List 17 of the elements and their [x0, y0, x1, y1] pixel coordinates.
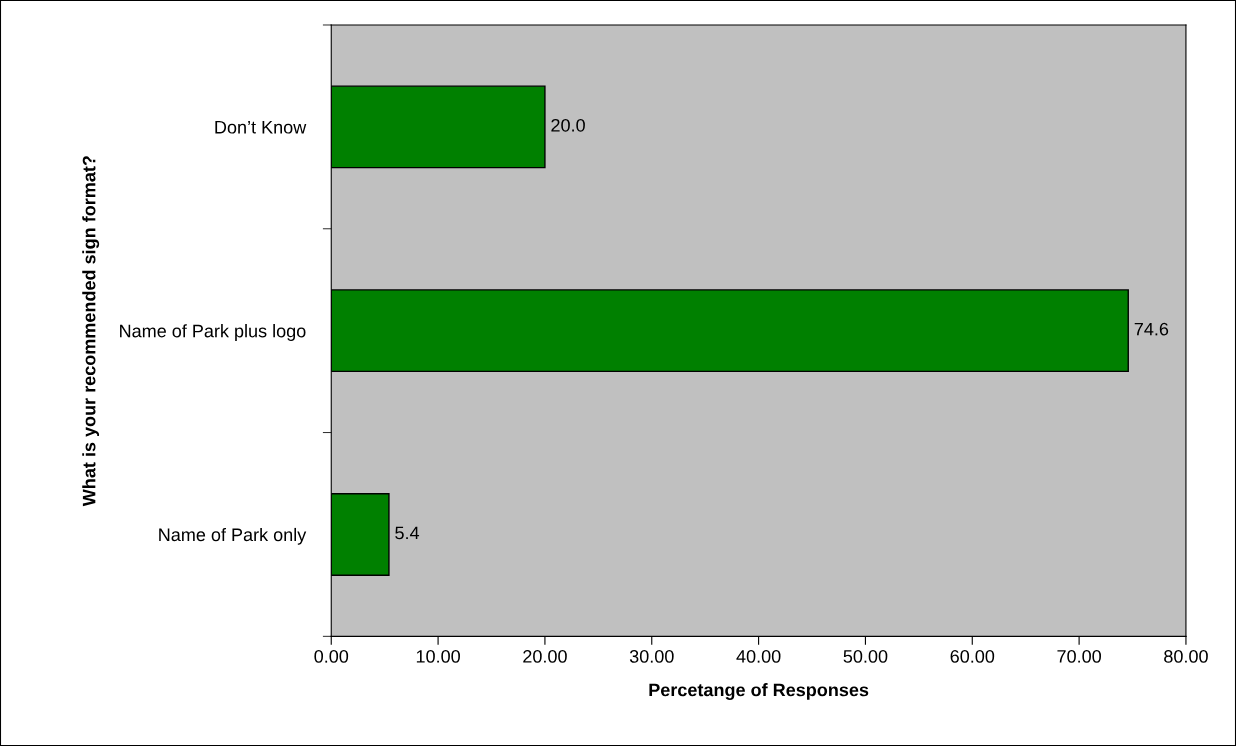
- x-axis-title: Percetange of Responses: [649, 683, 869, 700]
- x-tick-label: 70.00: [1057, 650, 1101, 663]
- x-tick-label: 50.00: [843, 650, 888, 663]
- y-tick-label: Name of Park plus logo: [120, 324, 306, 341]
- y-axis-title: What is your recommended sign format?: [82, 156, 100, 507]
- x-tick-label: 0.00: [314, 650, 349, 663]
- data-label: 5.4: [395, 526, 420, 540]
- y-tick-label: Name of Park only: [159, 527, 307, 545]
- x-tick-label: 80.00: [1164, 650, 1208, 663]
- x-tick-label: 20.00: [523, 650, 567, 663]
- x-tick-label: 40.00: [736, 650, 781, 663]
- data-label: 20.0: [551, 118, 585, 132]
- x-tick-label: 30.00: [629, 650, 674, 663]
- y-tick-label: Don’t Know: [215, 121, 307, 134]
- x-tick-label: 60.00: [950, 650, 995, 663]
- data-label: 74.6: [1134, 322, 1169, 336]
- x-tick-label: 10.00: [416, 650, 460, 663]
